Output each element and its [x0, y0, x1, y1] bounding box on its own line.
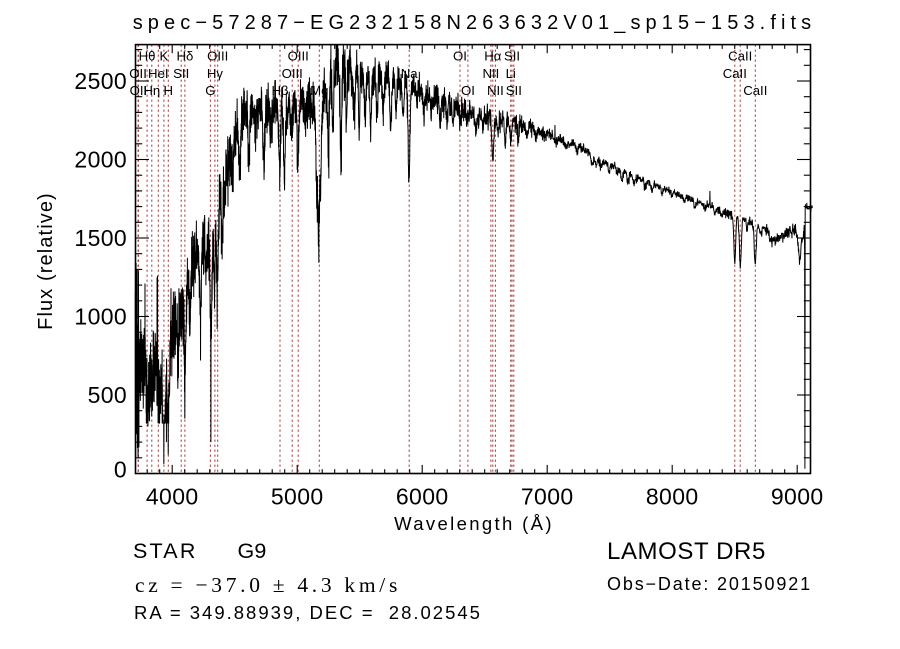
svg-text:OI: OI — [461, 83, 475, 98]
svg-text:HeI: HeI — [148, 66, 169, 81]
svg-text:Flux (relative): Flux (relative) — [35, 192, 57, 330]
svg-text:Na: Na — [401, 66, 419, 81]
svg-text:OIII: OIII — [282, 66, 303, 81]
svg-text:2000: 2000 — [74, 147, 127, 173]
svg-text:9000: 9000 — [771, 484, 824, 510]
svg-text:Mg: Mg — [310, 83, 328, 98]
svg-text:OI: OI — [453, 49, 467, 64]
svg-text:SII: SII — [173, 66, 189, 81]
svg-text:RA = 349.88939, DEC = 28.0254: RA = 349.88939, DEC = 28.02545 — [134, 602, 482, 623]
svg-text:G9: G9 — [238, 539, 267, 563]
svg-text:1500: 1500 — [74, 225, 127, 251]
svg-text:CaII: CaII — [743, 83, 767, 98]
svg-text:OIII: OIII — [288, 49, 309, 64]
svg-text:Wavelength (Å): Wavelength (Å) — [394, 513, 554, 534]
svg-text:OII: OII — [129, 66, 147, 81]
svg-text:STAR: STAR — [133, 539, 198, 563]
svg-text:Hδ: Hδ — [176, 49, 193, 64]
svg-text:2500: 2500 — [74, 68, 127, 94]
svg-text:500: 500 — [88, 382, 127, 408]
svg-text:0: 0 — [114, 457, 127, 483]
svg-text:4000: 4000 — [146, 484, 199, 510]
svg-text:7000: 7000 — [521, 484, 574, 510]
svg-text:NII: NII — [482, 66, 499, 81]
svg-text:H: H — [164, 83, 174, 98]
svg-text:CaII: CaII — [723, 66, 747, 81]
svg-text:Hα: Hα — [484, 49, 502, 64]
svg-text:8000: 8000 — [646, 484, 699, 510]
svg-text:LAMOST DR5: LAMOST DR5 — [607, 538, 766, 565]
svg-text:5000: 5000 — [271, 484, 324, 510]
svg-text:SII: SII — [504, 49, 520, 64]
svg-text:G: G — [205, 83, 215, 98]
svg-text:Obs−Date: 20150921: Obs−Date: 20150921 — [607, 574, 812, 594]
svg-text:OII: OII — [130, 83, 148, 98]
svg-text:Hη: Hη — [143, 83, 160, 98]
svg-text:K: K — [160, 49, 169, 64]
svg-text:SII: SII — [506, 83, 522, 98]
svg-text:OIII: OIII — [207, 49, 228, 64]
svg-text:Hβ: Hβ — [271, 83, 289, 98]
svg-text:Hθ: Hθ — [139, 49, 156, 64]
svg-text:6000: 6000 — [396, 484, 449, 510]
svg-text:spec−57287−EG232158N263632V01_: spec−57287−EG232158N263632V01_sp15−153.f… — [133, 12, 817, 34]
svg-text:CaII: CaII — [728, 49, 752, 64]
svg-text:NII: NII — [487, 83, 504, 98]
svg-text:cz = −37.0 ± 4.3 km/s: cz = −37.0 ± 4.3 km/s — [135, 573, 401, 597]
svg-text:1000: 1000 — [74, 304, 127, 330]
svg-text:Hγ: Hγ — [207, 66, 224, 81]
svg-text:Li: Li — [506, 66, 516, 81]
